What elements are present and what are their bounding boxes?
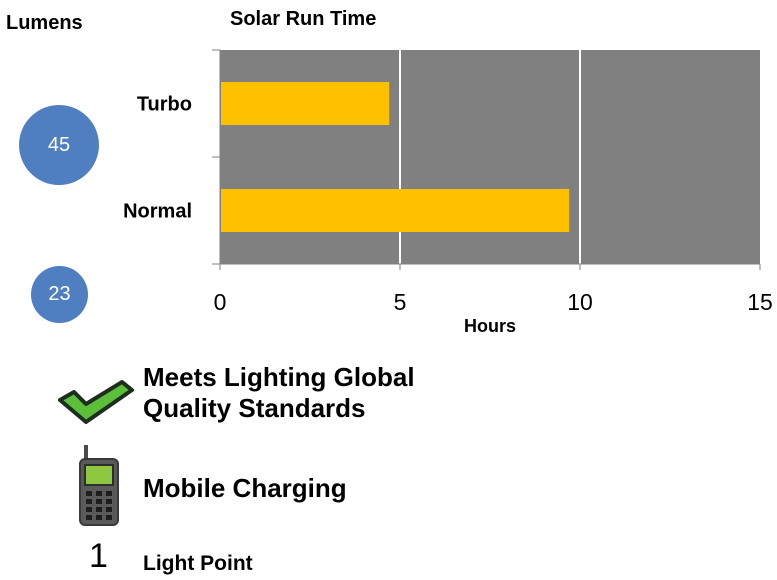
lumens-circle-turbo: 45	[19, 105, 99, 185]
solar-run-time-chart: Turbo Normal 0 5 10 15 Hours	[123, 49, 773, 336]
checkmark-icon	[58, 380, 134, 424]
x-tick-label: 5	[394, 289, 407, 315]
light-point-label: Light Point	[143, 552, 253, 575]
category-label-turbo: Turbo	[137, 94, 192, 116]
quality-line-1: Meets Lighting Global	[143, 362, 415, 392]
lumens-title: Lumens	[6, 12, 83, 34]
quality-standards-label: Meets Lighting Global Quality Standards	[143, 362, 415, 424]
x-axis-label: Hours	[464, 316, 516, 336]
quality-line-2: Quality Standards	[143, 393, 366, 423]
bar-normal	[221, 189, 570, 232]
chart-title: Solar Run Time	[230, 8, 377, 30]
lumens-value-normal: 23	[48, 283, 71, 305]
bar-turbo	[221, 82, 390, 125]
lumens-circle-normal: 23	[31, 266, 88, 323]
x-tick-label: 0	[214, 289, 227, 315]
x-tick-label: 10	[567, 289, 593, 315]
mobile-phone-icon	[79, 445, 119, 526]
category-label-normal: Normal	[123, 201, 192, 223]
mobile-charging-label: Mobile Charging	[143, 473, 347, 503]
light-point-count: 1	[89, 537, 108, 575]
x-tick-label: 15	[747, 289, 773, 315]
lumens-value-turbo: 45	[47, 133, 71, 156]
